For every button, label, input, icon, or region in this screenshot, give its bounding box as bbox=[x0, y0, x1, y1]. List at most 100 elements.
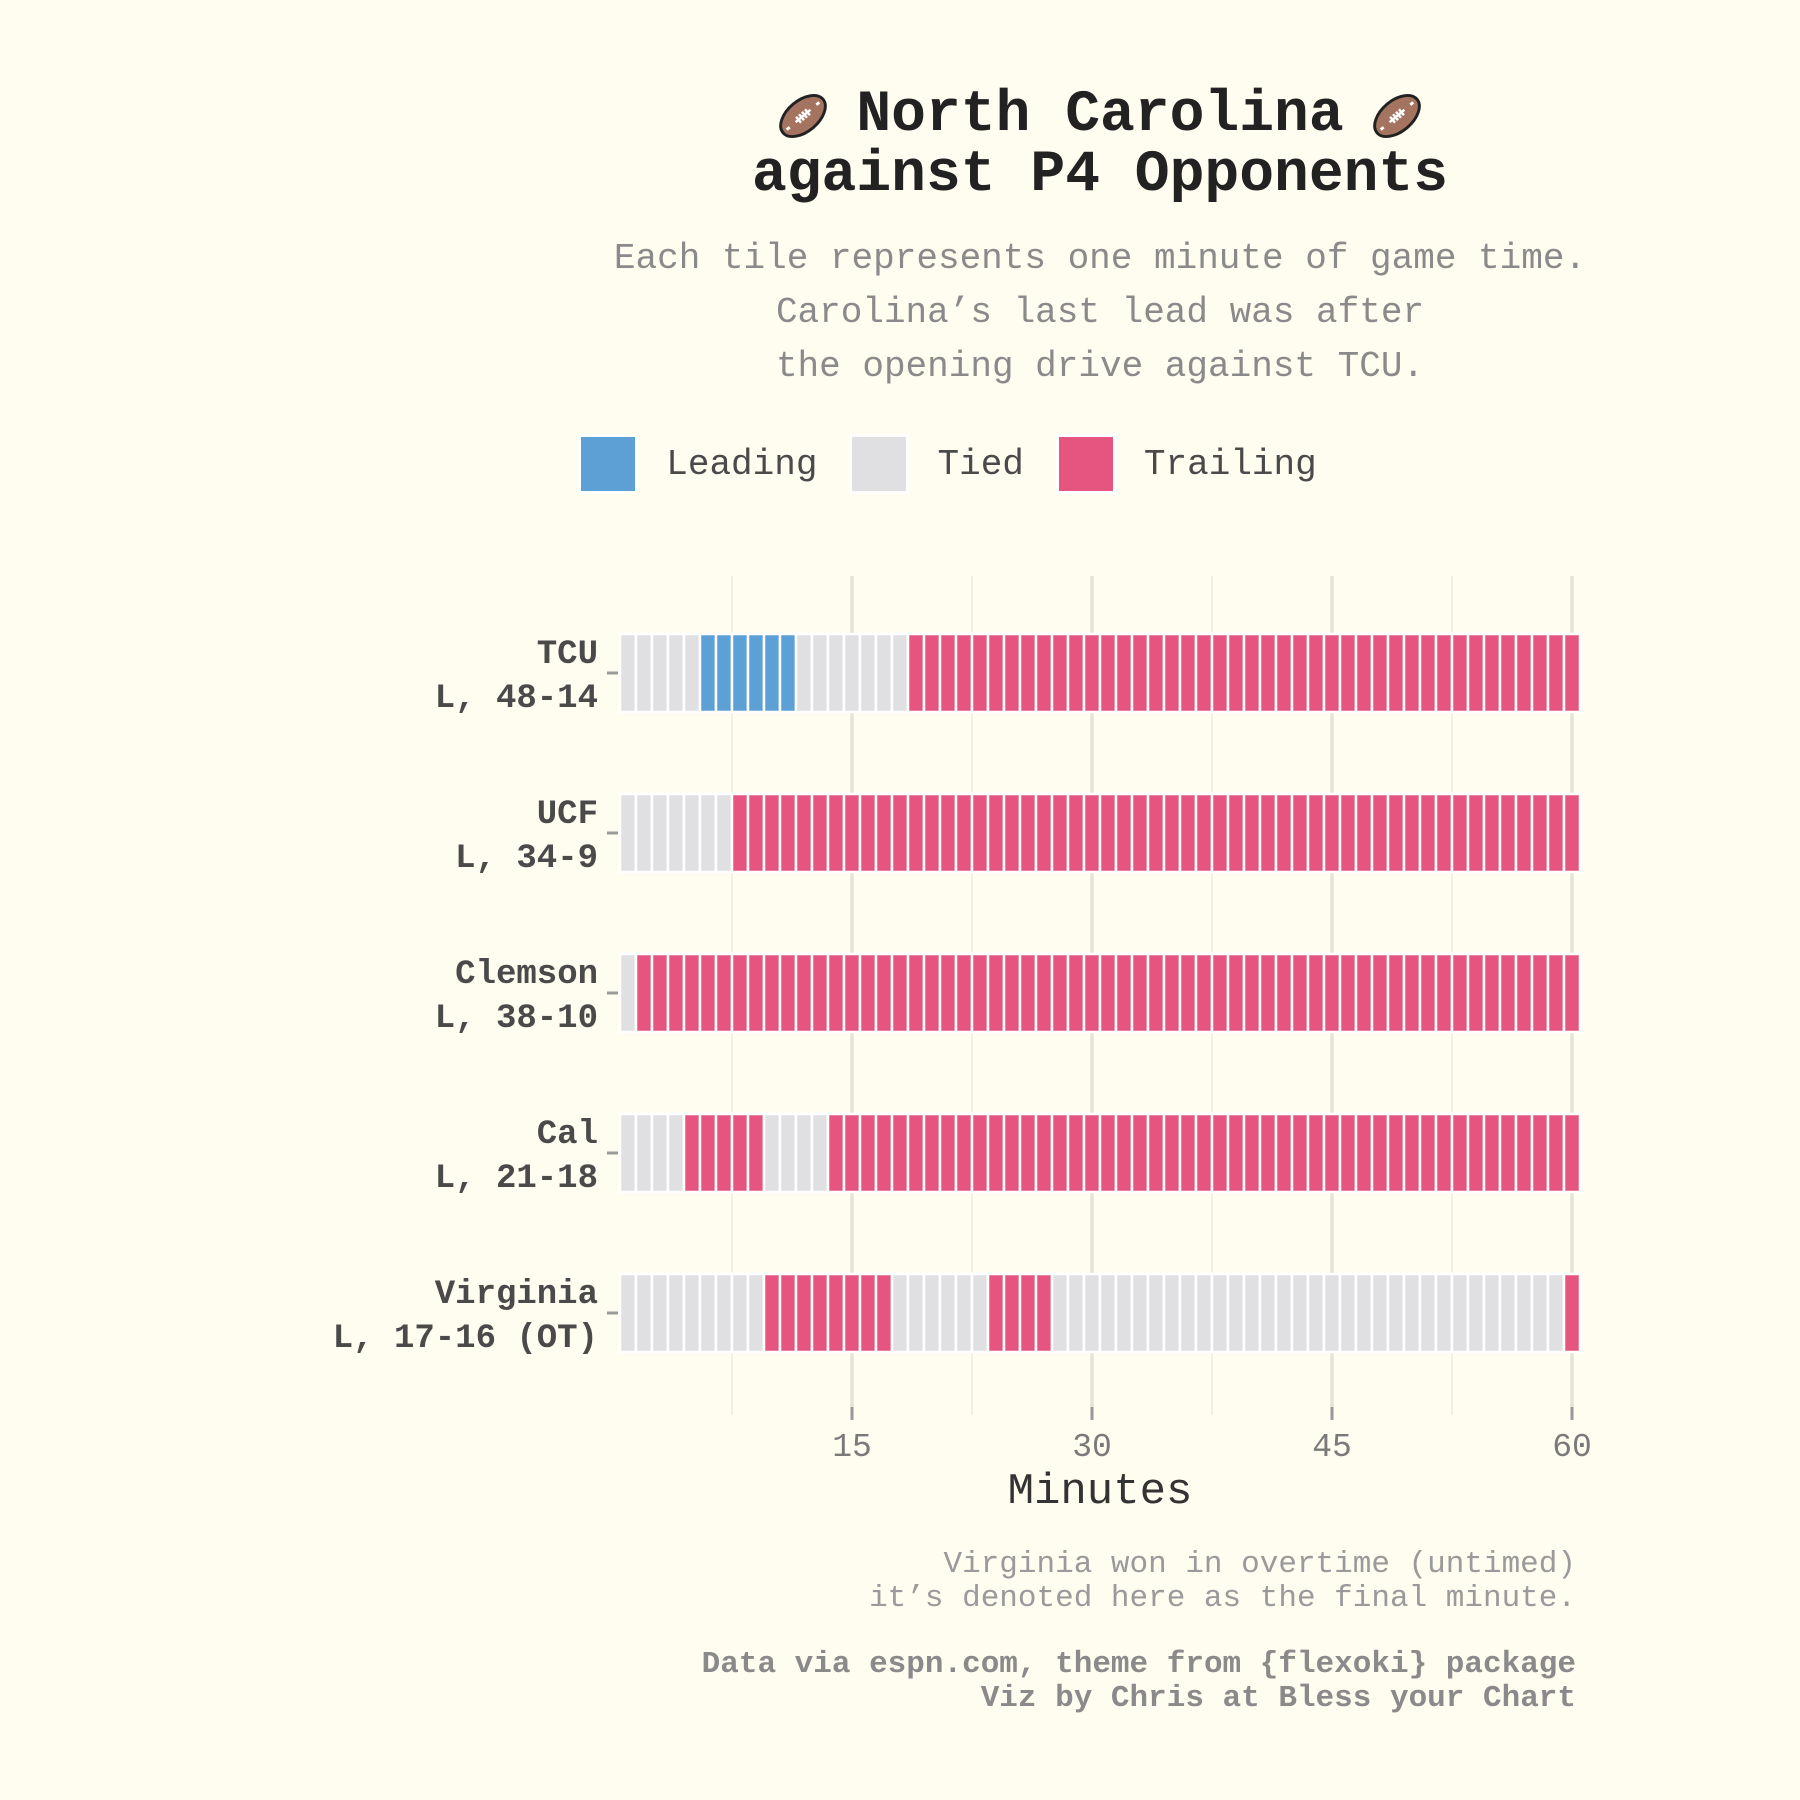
tile-tied bbox=[634, 632, 654, 714]
tile-trailing bbox=[714, 1112, 734, 1194]
tile-trailing bbox=[1066, 1112, 1086, 1194]
tile-trailing bbox=[1194, 632, 1214, 714]
tile-trailing bbox=[1274, 1112, 1294, 1194]
tile-tied bbox=[618, 1272, 638, 1354]
tile-trailing bbox=[1514, 1112, 1534, 1194]
tile-tied bbox=[618, 792, 638, 874]
tile-tied bbox=[954, 1272, 974, 1354]
tile-trailing bbox=[906, 952, 926, 1034]
tile-tied bbox=[650, 1272, 670, 1354]
y-label-result: L, 38-10 bbox=[435, 1000, 598, 1038]
subtitle-line: Each tile represents one minute of game … bbox=[613, 238, 1587, 279]
tile-trailing bbox=[746, 1112, 766, 1194]
tile-trailing bbox=[1114, 792, 1134, 874]
tile-trailing bbox=[1386, 1112, 1406, 1194]
tile-trailing bbox=[714, 952, 734, 1034]
tile-trailing bbox=[1546, 952, 1566, 1034]
tile-trailing bbox=[1386, 792, 1406, 874]
tile-trailing bbox=[1290, 952, 1310, 1034]
tile-trailing bbox=[1066, 952, 1086, 1034]
tile-trailing bbox=[1098, 1112, 1118, 1194]
legend-label-trailing: Trailing bbox=[1143, 443, 1317, 485]
tile-trailing bbox=[858, 1272, 878, 1354]
x-tick-label: 15 bbox=[832, 1429, 872, 1466]
tile-trailing bbox=[1002, 1272, 1022, 1354]
tile-leading bbox=[778, 632, 798, 714]
tile-trailing bbox=[906, 1112, 926, 1194]
tile-tied bbox=[618, 632, 638, 714]
tile-tied bbox=[842, 632, 862, 714]
tile-trailing bbox=[1194, 952, 1214, 1034]
tile-tied bbox=[970, 1272, 990, 1354]
legend-item-tied: Tied bbox=[849, 434, 1024, 494]
tile-trailing bbox=[1290, 1112, 1310, 1194]
tile-trailing bbox=[938, 1112, 958, 1194]
x-tick-label: 30 bbox=[1072, 1429, 1112, 1466]
tile-trailing bbox=[1034, 1112, 1054, 1194]
tile-trailing bbox=[826, 1272, 846, 1354]
tile-trailing bbox=[1514, 952, 1534, 1034]
tile-trailing bbox=[794, 792, 814, 874]
chart-subtitle: Each tile represents one minute of game … bbox=[500, 232, 1700, 394]
tile-trailing bbox=[1306, 792, 1326, 874]
tile-trailing bbox=[1546, 1112, 1566, 1194]
tile-tied bbox=[1178, 1272, 1198, 1354]
tile-tied bbox=[1098, 1272, 1118, 1354]
tile-trailing bbox=[1338, 952, 1358, 1034]
tile-trailing bbox=[1322, 952, 1342, 1034]
tile-trailing bbox=[1210, 952, 1230, 1034]
y-label-opponent: Cal bbox=[537, 1116, 598, 1154]
tile-trailing bbox=[1130, 952, 1150, 1034]
tile-trailing bbox=[986, 632, 1006, 714]
tile-trailing bbox=[1450, 792, 1470, 874]
tile-tied bbox=[1418, 1272, 1438, 1354]
tile-trailing bbox=[730, 1112, 750, 1194]
tile-tied bbox=[1450, 1272, 1470, 1354]
tile-tied bbox=[890, 1272, 910, 1354]
tile-trailing bbox=[842, 952, 862, 1034]
tile-tied bbox=[1162, 1272, 1182, 1354]
y-label-result: L, 21-18 bbox=[435, 1160, 598, 1198]
tile-trailing bbox=[1226, 1112, 1246, 1194]
tile-leading bbox=[698, 632, 718, 714]
tile-tied bbox=[682, 792, 702, 874]
tile-trailing bbox=[1018, 632, 1038, 714]
tile-trailing bbox=[682, 952, 702, 1034]
tile-trailing bbox=[1322, 1112, 1342, 1194]
tile-trailing bbox=[1418, 792, 1438, 874]
tile-trailing bbox=[810, 952, 830, 1034]
tile-trailing bbox=[1146, 792, 1166, 874]
tile-trailing bbox=[970, 792, 990, 874]
caption-line: Data via espn.com, theme from {flexoki} … bbox=[701, 1647, 1576, 1682]
tile-trailing bbox=[1018, 1272, 1038, 1354]
football-icon bbox=[779, 94, 828, 138]
tile-tied bbox=[650, 1112, 670, 1194]
tile-trailing bbox=[890, 952, 910, 1034]
tile-trailing bbox=[1018, 792, 1038, 874]
tile-trailing bbox=[1546, 792, 1566, 874]
tile-trailing bbox=[1482, 952, 1502, 1034]
tile-trailing bbox=[1034, 1272, 1054, 1354]
tile-trailing bbox=[1178, 792, 1198, 874]
tile-tied bbox=[666, 632, 686, 714]
tile-trailing bbox=[906, 632, 926, 714]
tile-trailing bbox=[1402, 1112, 1422, 1194]
tile-trailing bbox=[1450, 632, 1470, 714]
tile-trailing bbox=[1498, 792, 1518, 874]
tile-trailing bbox=[1402, 632, 1422, 714]
tile-trailing bbox=[1530, 792, 1550, 874]
tile-trailing bbox=[954, 1112, 974, 1194]
tile-trailing bbox=[746, 792, 766, 874]
tile-trailing bbox=[842, 792, 862, 874]
tile-trailing bbox=[826, 952, 846, 1034]
tile-trailing bbox=[1514, 632, 1534, 714]
x-tick-label: 45 bbox=[1312, 1429, 1352, 1466]
tile-tied bbox=[810, 632, 830, 714]
tile-tied bbox=[1514, 1272, 1534, 1354]
tile-trailing bbox=[954, 632, 974, 714]
tile-trailing bbox=[1162, 952, 1182, 1034]
tile-trailing bbox=[1530, 1112, 1550, 1194]
note-line: it’s denoted here as the final minute. bbox=[869, 1581, 1576, 1616]
tile-trailing bbox=[1466, 792, 1486, 874]
